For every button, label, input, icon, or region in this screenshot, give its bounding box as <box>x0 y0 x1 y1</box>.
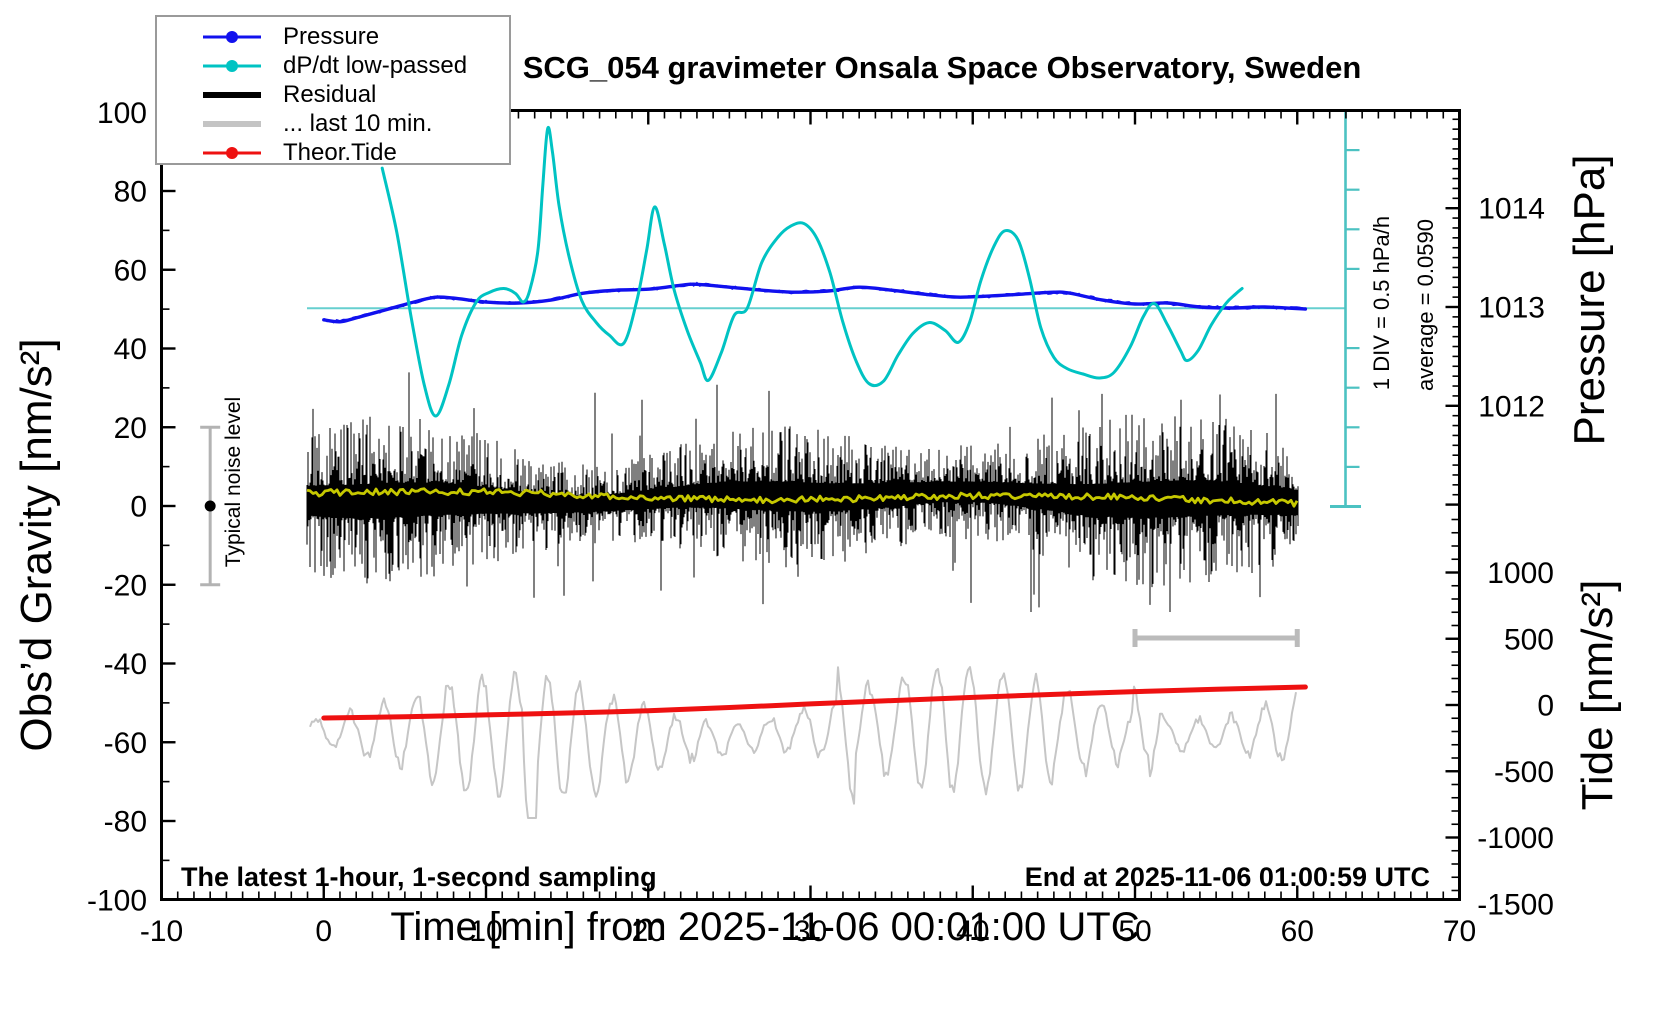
x-tick-label: 40 <box>956 915 989 948</box>
pressure-tick-label: 1014 <box>1478 193 1545 226</box>
gravity-tick-label: -20 <box>104 569 147 602</box>
legend-label: ... last 10 min. <box>283 109 433 137</box>
noise-level-bar <box>200 425 221 587</box>
legend-label: Residual <box>283 80 377 108</box>
last10-line-sample-icon <box>203 109 261 138</box>
tide-tick-label: 1000 <box>1487 557 1554 590</box>
legend-item-theortide: Theor.Tide <box>157 138 509 167</box>
x-tick-label: 50 <box>1118 915 1151 948</box>
theor-tide-curve <box>321 684 1308 721</box>
theortide-line-sample-icon <box>203 138 261 167</box>
gravity-tick-label: 20 <box>114 412 147 445</box>
tide-tick-label: -1000 <box>1477 822 1554 855</box>
gravity-tick-label: 0 <box>130 491 147 524</box>
gravity-axis-title: Obs’d Gravity [nm/s²] <box>12 338 61 752</box>
pressure-line-sample-icon <box>203 22 261 51</box>
tide-tick-label: -500 <box>1494 756 1554 789</box>
pressure-curve <box>322 281 1308 324</box>
x-tick-label: 10 <box>469 915 502 948</box>
sampling-note: The latest 1-hour, 1-second sampling <box>181 862 657 892</box>
residual-lowpass-curve <box>306 487 1299 508</box>
legend-item-last10: ... last 10 min. <box>157 109 509 138</box>
div-scale-annotation: 1 DIV = 0.5 hPa/h <box>1369 215 1394 391</box>
noise-level-annotation: Typical noise level <box>222 396 245 568</box>
gravity-tick-label: -80 <box>104 806 147 839</box>
legend-item-dpdt: dP/dt low-passed <box>157 51 509 80</box>
residual-line-sample-icon <box>203 80 261 109</box>
legend-label: Pressure <box>283 22 380 50</box>
x-tick-label: 60 <box>1281 915 1314 948</box>
gravity-tick-label: 60 <box>114 254 147 287</box>
pressure-tick-label: 1012 <box>1478 390 1545 423</box>
legend-label: Theor.Tide <box>283 138 397 166</box>
end-time-label: End at 2025-11-06 01:00:59 UTC <box>1024 862 1430 892</box>
tide-tick-label: -1500 <box>1477 888 1554 921</box>
tide-axis-title: Tide [nm/s²] <box>1573 579 1622 811</box>
gravity-tick-label: -60 <box>104 727 147 760</box>
last10-bracket <box>1132 629 1300 647</box>
residual-last10-trace <box>309 666 1297 819</box>
tide-tick-label: 0 <box>1537 690 1554 723</box>
dpdt-curve <box>380 125 1244 418</box>
x-tick-label: 70 <box>1443 915 1476 948</box>
x-tick-label: 0 <box>315 915 332 948</box>
legend-item-residual: Residual <box>157 80 509 109</box>
gravity-tick-label: -40 <box>104 648 147 681</box>
x-tick-label: 30 <box>794 915 827 948</box>
legend-label: dP/dt low-passed <box>283 51 468 79</box>
x-tick-label: 20 <box>632 915 665 948</box>
page-title: SCG_054 gravimeter Onsala Space Observat… <box>522 50 1362 85</box>
pressure-tick-label: 1013 <box>1478 292 1545 325</box>
axis-ticks <box>160 110 1461 901</box>
tick-labels: -10 0 10 20 30 40 50 60 70-100-80-60-40-20020406… <box>87 97 1554 948</box>
legend-item-pressure: Pressure <box>157 22 509 51</box>
legend-box: Pressure dP/dt low-passed Residual ... l… <box>155 15 511 167</box>
dpdt-line-sample-icon <box>203 51 261 80</box>
pressure-axis-title: Pressure [hPa] <box>1565 154 1614 446</box>
residual-noise <box>306 372 1299 612</box>
gravity-tick-label: 80 <box>114 176 147 209</box>
x-axis-title: Time [min] from 2025-11-06 00:01:00 UTC <box>390 905 1140 949</box>
x-tick-label: -10 <box>140 915 183 948</box>
gravity-tick-label: -100 <box>87 884 147 917</box>
average-annotation: average = 0.0590 <box>1413 219 1438 391</box>
gravity-tick-label: 40 <box>114 333 147 366</box>
tide-tick-label: 500 <box>1504 623 1554 656</box>
gravity-tick-label: 100 <box>97 97 147 130</box>
